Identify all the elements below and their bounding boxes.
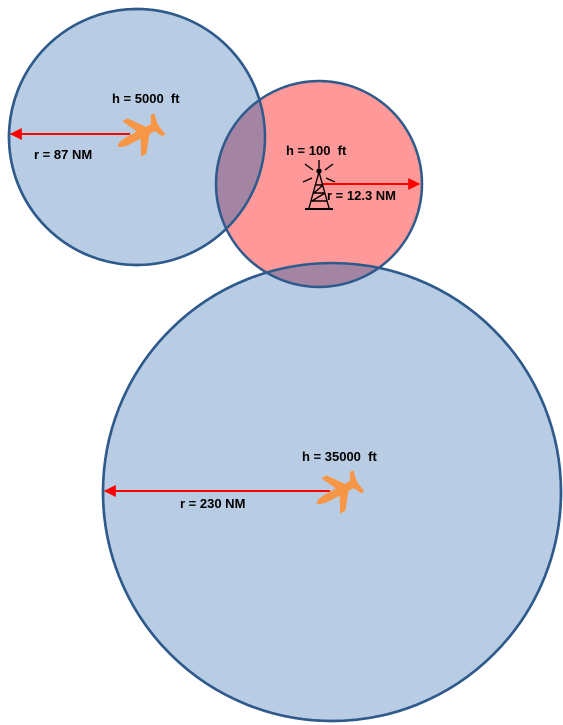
tower-group: h = 100 ft r = 12.3 NM [286,143,421,210]
tower-coverage-circle [216,81,422,287]
large-aircraft-altitude-label: h = 35000 ft [302,449,377,464]
radio-tower-icon [302,160,336,210]
small-aircraft-group: h = 5000 ft r = 87 NM [9,91,180,164]
small-aircraft-outline [7,7,267,267]
small-aircraft-radius-label: r = 87 NM [34,147,92,162]
large-aircraft-outline [101,261,563,723]
small-aircraft-altitude-label: h = 5000 ft [112,91,180,106]
tower-outline [214,79,424,289]
large-aircraft-group: h = 35000 ft r = 230 NM [103,449,377,521]
tower-altitude-label: h = 100 ft [286,143,347,158]
large-aircraft-radius-label: r = 230 NM [180,496,245,511]
tower-radius-label: r = 12.3 NM [327,188,396,203]
